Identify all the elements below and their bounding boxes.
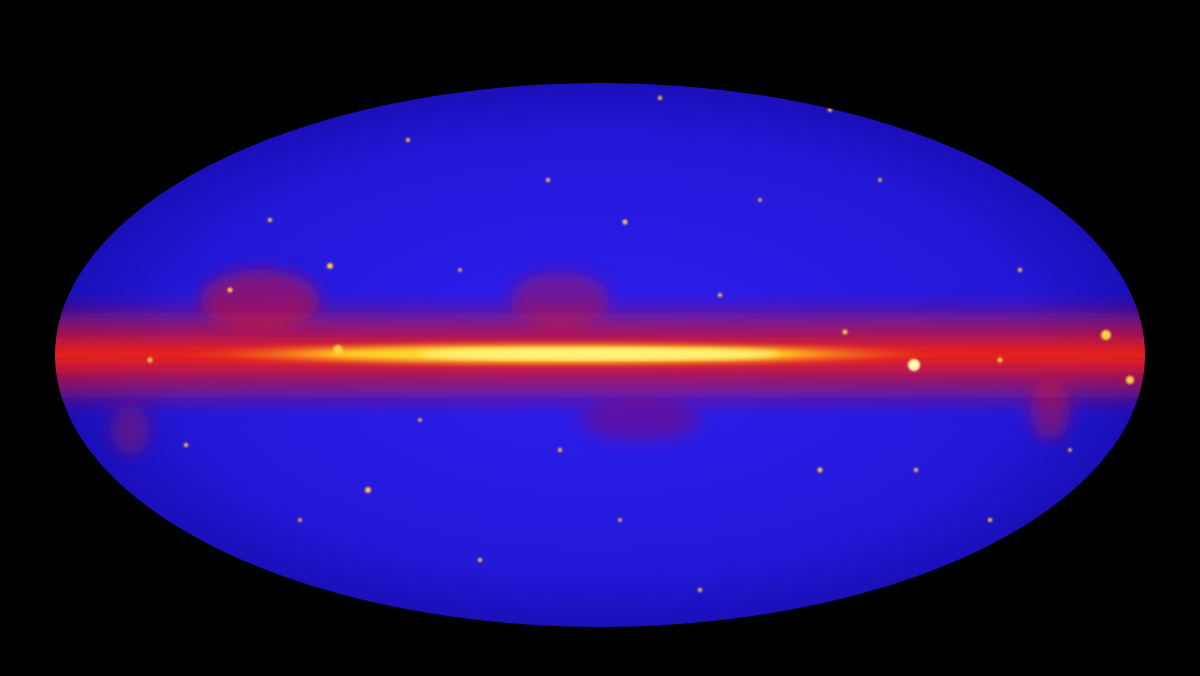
source (1126, 376, 1134, 384)
source (298, 518, 302, 522)
source (333, 345, 343, 355)
source (914, 468, 918, 472)
source (698, 588, 702, 592)
point-sources (147, 96, 1134, 592)
source (828, 108, 832, 112)
source (365, 487, 371, 493)
source (758, 198, 762, 202)
source (458, 268, 462, 272)
source (622, 219, 628, 225)
source (418, 418, 422, 422)
source (558, 448, 562, 452)
source (406, 138, 410, 142)
source (658, 96, 662, 100)
source (908, 359, 920, 371)
source (147, 357, 153, 363)
source (268, 218, 272, 222)
source (718, 293, 722, 297)
source (1018, 268, 1022, 272)
source (227, 287, 233, 293)
source (1068, 448, 1072, 452)
glow (110, 405, 150, 455)
source (618, 518, 622, 522)
source (842, 329, 848, 335)
source (327, 263, 333, 269)
source (878, 178, 882, 182)
sky (55, 83, 1145, 627)
source (184, 443, 188, 447)
source (1101, 330, 1111, 340)
source (817, 467, 823, 473)
source (546, 178, 550, 182)
source (478, 558, 482, 562)
source (997, 357, 1003, 363)
source (988, 518, 992, 522)
galactic-center (420, 348, 780, 360)
